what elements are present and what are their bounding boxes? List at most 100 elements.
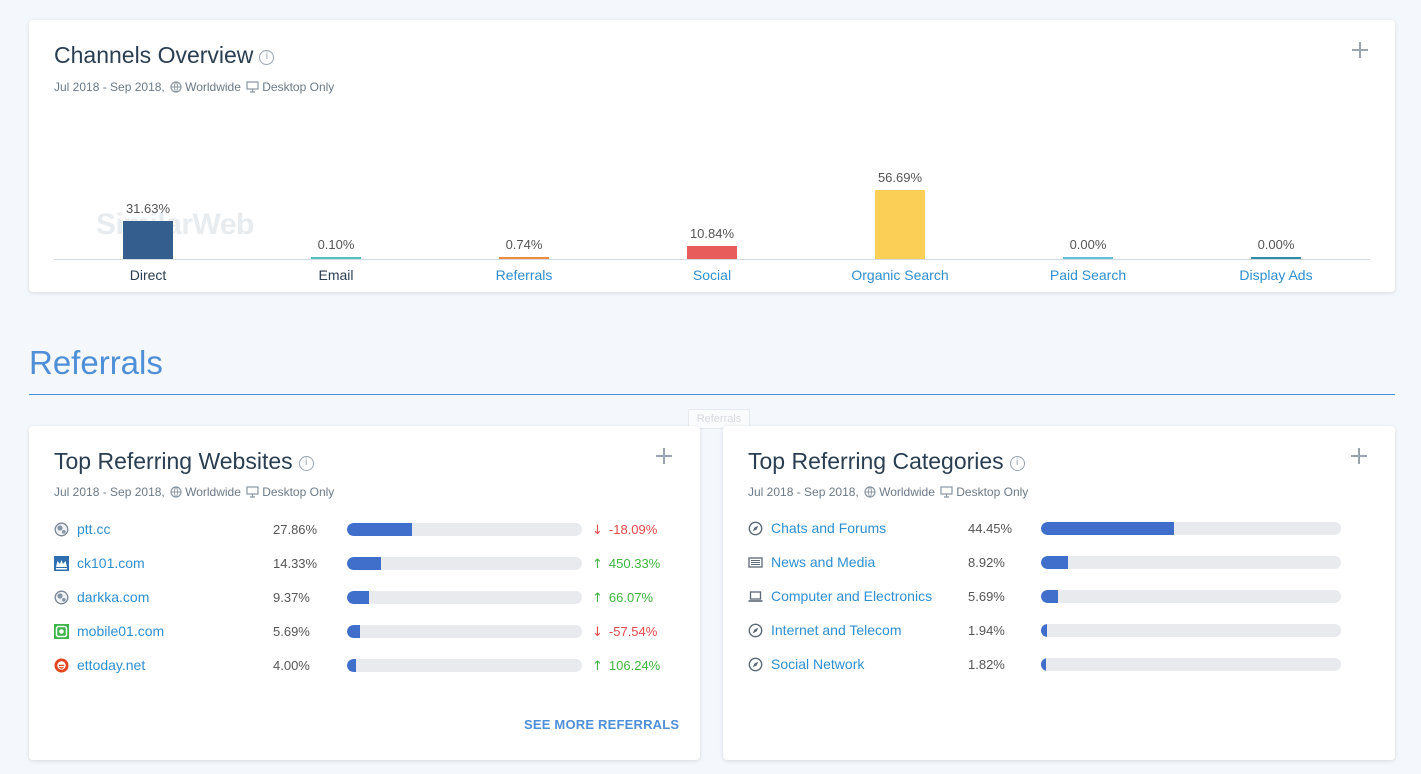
referring-site-row-name[interactable]: ptt.cc — [77, 521, 111, 537]
laptop-icon — [748, 589, 763, 604]
share-bar-fill — [1041, 658, 1047, 671]
share-bar-fill — [347, 591, 370, 604]
add-icon[interactable] — [1351, 448, 1367, 464]
channels-bar-chart: SimilarWeb 31.63% Direct 0.10% Email 0.74% Re… — [54, 150, 1370, 290]
referring-category-row-name[interactable]: News and Media — [771, 554, 876, 570]
referring-site-row-name[interactable]: ck101.com — [77, 555, 145, 571]
channel-value-label: 56.69% — [877, 170, 923, 185]
traffic-change: ↑ 450.33% — [592, 556, 660, 572]
channel-category-label[interactable]: Social — [692, 267, 732, 283]
channel-category-label[interactable]: Display Ads — [1239, 267, 1313, 283]
ettoday-favicon — [54, 658, 69, 673]
arrow-up-icon: ↑ — [592, 591, 603, 606]
referring-site-row-percentage: 9.37% — [273, 590, 310, 605]
device-label: Desktop Only — [262, 80, 335, 94]
channel-category-label[interactable]: Referrals — [495, 267, 553, 283]
share-bar — [1041, 522, 1341, 535]
mobile01-favicon — [54, 624, 69, 639]
traffic-change: ↓ -57.54% — [592, 624, 657, 640]
geo-label: Worldwide — [185, 80, 241, 94]
share-bar-fill — [347, 523, 413, 536]
channel-bar[interactable] — [123, 221, 173, 259]
referring-site-row: ettoday.net 4.00% ↑ 106.24% — [54, 656, 694, 676]
traffic-change: ↓ -18.09% — [592, 522, 657, 538]
desktop-icon — [246, 81, 259, 93]
compass-icon — [748, 657, 763, 672]
share-bar-fill — [1041, 624, 1047, 637]
referring-category-row: Computer and Electronics 5.69% — [748, 587, 1388, 607]
arrow-up-icon: ↑ — [592, 659, 603, 674]
categories-title-text: Top Referring Categories — [748, 448, 1004, 474]
channel-bar[interactable] — [875, 190, 925, 259]
globe-icon — [170, 486, 182, 498]
channels-overview-meta: Jul 2018 - Sep 2018, Worldwide Desktop O… — [54, 80, 334, 94]
referring-site-row: mobile01.com 5.69% ↓ -57.54% — [54, 622, 694, 642]
share-bar-fill — [1041, 556, 1068, 569]
channel-category-label: Email — [318, 267, 354, 283]
ck101-favicon — [54, 556, 69, 571]
desktop-icon — [246, 486, 259, 498]
channel-category-label[interactable]: Paid Search — [1049, 267, 1127, 283]
channel-bar[interactable] — [499, 257, 549, 259]
geo-label: Worldwide — [185, 485, 241, 499]
referring-category-row: News and Media 8.92% — [748, 553, 1388, 573]
channel-value-label: 0.10% — [317, 237, 355, 252]
referring-category-row-percentage: 1.94% — [968, 623, 1005, 638]
referring-category-row-name[interactable]: Chats and Forums — [771, 520, 887, 536]
channel-bar[interactable] — [311, 257, 361, 259]
share-bar — [1041, 624, 1341, 637]
traffic-change-value: 106.24% — [608, 658, 661, 673]
referring-category-row-percentage: 8.92% — [968, 555, 1005, 570]
share-bar — [347, 591, 582, 604]
share-bar-fill — [1041, 522, 1175, 535]
info-icon[interactable]: i — [298, 456, 314, 471]
referring-site-row: darkka.com 9.37% ↑ 66.07% — [54, 588, 694, 608]
channels-overview-title: Channels Overview i — [54, 42, 275, 69]
channel-bar[interactable] — [1251, 257, 1301, 259]
share-bar-fill — [347, 625, 361, 638]
referring-category-row: Social Network 1.82% — [748, 655, 1388, 675]
channel-value-label: 0.74% — [505, 237, 543, 252]
add-icon[interactable] — [1352, 42, 1368, 58]
geo-label: Worldwide — [879, 485, 935, 499]
share-bar — [1041, 556, 1341, 569]
date-range: Jul 2018 - Sep 2018, — [748, 485, 859, 499]
referring-site-row-name[interactable]: darkka.com — [77, 589, 150, 605]
referring-category-row-name[interactable]: Internet and Telecom — [771, 622, 902, 638]
info-icon[interactable]: i — [1009, 456, 1025, 471]
add-icon[interactable] — [656, 448, 672, 464]
channel-bar[interactable] — [1063, 257, 1113, 259]
channels-overview-title-text: Channels Overview — [54, 42, 254, 68]
newspaper-icon — [748, 555, 763, 570]
arrow-down-icon: ↓ — [592, 625, 603, 640]
referring-category-row: Chats and Forums 44.45% — [748, 519, 1388, 539]
see-more-referrals-link[interactable]: SEE MORE REFERRALS — [524, 717, 680, 732]
top-referring-websites-card: Top Referring Websites i Jul 2018 - Sep 2… — [29, 426, 700, 760]
share-bar-fill — [1041, 590, 1059, 603]
globe-icon — [864, 486, 876, 498]
top-referring-categories-card: Top Referring Categories i Jul 2018 - Sep… — [723, 426, 1395, 760]
share-bar — [347, 523, 582, 536]
traffic-change: ↑ 106.24% — [592, 658, 660, 674]
referring-site-row-name[interactable]: mobile01.com — [77, 623, 165, 639]
referring-site-row-name[interactable]: ettoday.net — [77, 657, 146, 673]
traffic-change-value: 450.33% — [608, 556, 661, 571]
globe-icon — [54, 590, 69, 605]
channel-value-label: 10.84% — [689, 226, 735, 241]
chart-baseline — [54, 259, 1370, 260]
section-tooltip: Referrals — [688, 409, 750, 429]
referring-category-row-name[interactable]: Social Network — [771, 656, 865, 672]
top-referring-categories-title: Top Referring Categories i — [748, 448, 1025, 475]
section-divider — [29, 394, 1395, 395]
device-label: Desktop Only — [956, 485, 1029, 499]
share-bar-fill — [347, 659, 357, 672]
info-icon[interactable]: i — [259, 50, 275, 65]
referring-site-row-percentage: 5.69% — [273, 624, 310, 639]
share-bar — [1041, 590, 1341, 603]
referring-category-row-name[interactable]: Computer and Electronics — [771, 588, 933, 604]
channel-category-label[interactable]: Organic Search — [851, 267, 949, 283]
globe-icon — [170, 81, 182, 93]
categories-meta: Jul 2018 - Sep 2018, Worldwide Desktop O… — [748, 485, 1028, 499]
traffic-change-value: 66.07% — [608, 590, 653, 605]
channel-bar[interactable] — [687, 246, 737, 259]
